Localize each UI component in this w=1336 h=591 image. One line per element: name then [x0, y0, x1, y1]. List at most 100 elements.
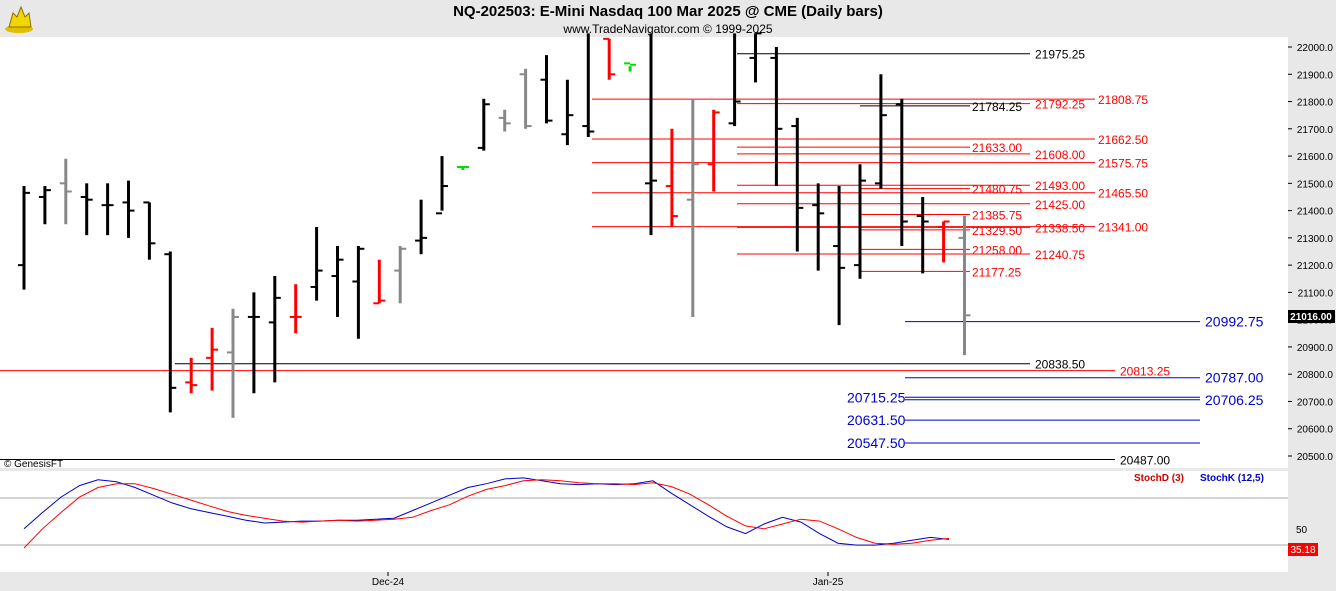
price-tick-label: 21700.0	[1297, 125, 1334, 136]
stochastic-lines	[23, 477, 950, 549]
level-label: 21493.00	[1035, 179, 1085, 193]
stoch-tick-50: 50	[1296, 525, 1308, 536]
ohlc-bar	[206, 327, 219, 391]
level-label: 20706.25	[1205, 392, 1264, 408]
ohlc-bar	[519, 68, 532, 129]
ohlc-bar	[415, 199, 428, 255]
ohlc-bar	[624, 62, 637, 72]
price-tick-label: 20700.0	[1297, 397, 1334, 408]
level-label: 21792.25	[1035, 98, 1085, 112]
ohlc-bar	[937, 220, 950, 263]
price-tick-label: 21900.0	[1297, 70, 1334, 81]
ohlc-bar	[289, 284, 302, 334]
ohlc-bar	[477, 98, 490, 151]
level-label: 20547.50	[847, 435, 906, 451]
last-price-label: 21016.00	[1290, 312, 1332, 323]
level-label: 21338.50	[1035, 221, 1085, 235]
stoch-last-label: 35.18	[1290, 545, 1315, 556]
ohlc-bar	[247, 292, 260, 394]
ohlc-bar	[895, 98, 908, 247]
price-tick-label: 21300.0	[1297, 234, 1334, 245]
price-tick-label: 21600.0	[1297, 152, 1334, 163]
level-label: 21177.25	[972, 265, 1021, 279]
ohlc-bar	[854, 164, 866, 279]
ohlc-bars	[18, 32, 971, 418]
level-label: 21240.75	[1035, 248, 1085, 262]
ohlc-bar	[728, 33, 741, 127]
ohlc-bar	[561, 79, 574, 146]
level-label: 21258.00	[972, 243, 1022, 257]
ohlc-bar	[456, 165, 469, 170]
ohlc-bar	[164, 251, 177, 413]
level-label: 21329.50	[972, 224, 1022, 238]
ohlc-bar	[373, 259, 386, 305]
last-price-box	[1288, 310, 1335, 323]
x-label-dec: Dec-24	[372, 577, 405, 588]
ohlc-bar	[227, 308, 239, 418]
ohlc-bar	[874, 74, 887, 189]
price-panel	[0, 37, 1288, 468]
level-label: 20838.50	[1035, 358, 1085, 372]
ohlc-bar	[603, 37, 616, 80]
title-bar: NQ-202503: E-Mini Nasdaq 100 Mar 2025 @ …	[0, 0, 1336, 37]
level-label: 20631.50	[847, 412, 906, 428]
level-label: 21808.75	[1098, 93, 1148, 107]
ohlc-bar	[122, 180, 135, 238]
level-label: 21662.50	[1098, 133, 1148, 147]
ohlc-bar	[791, 117, 804, 252]
price-tick-label: 20900.0	[1297, 343, 1334, 354]
ohlc-bar	[916, 196, 929, 274]
level-label: 21608.00	[1035, 148, 1085, 162]
ohlc-bar	[749, 32, 762, 83]
ohlc-bar	[352, 246, 365, 339]
ohlc-bar	[436, 156, 448, 215]
stoch-axis	[1288, 471, 1336, 572]
price-axis	[1288, 37, 1336, 468]
ohlc-bar	[18, 186, 30, 290]
price-tick-label: 21800.0	[1297, 98, 1334, 109]
level-label: 21341.00	[1098, 221, 1148, 235]
ohlc-bar	[645, 33, 657, 236]
support-resistance-levels: 21975.25 21808.75 21792.25 21784.25 21662.50…	[0, 48, 1264, 468]
ohlc-bar	[812, 183, 825, 271]
price-tick-label: 20800.0	[1297, 370, 1334, 381]
price-tick-label: 21200.0	[1297, 261, 1334, 272]
price-tick-label: 20500.0	[1297, 452, 1334, 463]
ohlc-bar	[310, 226, 323, 301]
level-label: 20787.00	[1205, 370, 1264, 386]
chart-title: NQ-202503: E-Mini Nasdaq 100 Mar 2025 @ …	[453, 3, 883, 20]
level-label: 21575.75	[1098, 157, 1148, 171]
ohlc-bar	[185, 357, 198, 394]
price-tick-label: 21100.0	[1298, 288, 1334, 299]
ohlc-bar	[665, 128, 678, 227]
x-axis	[0, 572, 1336, 591]
bull-logo-icon	[5, 5, 33, 33]
ohlc-bar	[80, 183, 93, 236]
level-label: 20813.25	[1120, 365, 1170, 379]
ohlc-bar	[833, 186, 846, 326]
price-tick-label: 21500.0	[1297, 179, 1334, 190]
ohlc-bar	[707, 109, 720, 192]
stoch-last-box	[1288, 543, 1318, 556]
level-label: 21465.50	[1098, 187, 1148, 201]
legend-stochd: StochD (3)	[1134, 473, 1184, 484]
level-label: 20715.25	[847, 389, 906, 405]
level-label: 20992.75	[1205, 314, 1264, 330]
level-label: 20487.00	[1120, 454, 1170, 468]
copyright-label: © GenesisFT	[4, 459, 63, 470]
stoch-panel	[0, 471, 1288, 572]
price-tick-label: 20600.0	[1297, 425, 1334, 436]
legend-stochk: StochK (12,5)	[1200, 473, 1264, 484]
stoch-series-line	[23, 479, 950, 549]
level-label: 21425.00	[1035, 198, 1085, 212]
ohlc-bar	[331, 246, 344, 317]
ohlc-bar	[540, 55, 553, 124]
chart-subtitle: www.TradeNavigator.com © 1999-2025	[563, 22, 773, 36]
level-label: 21784.25	[972, 100, 1022, 114]
ohlc-bar	[268, 276, 281, 383]
level-label: 21975.25	[1035, 48, 1085, 62]
level-label: 21633.00	[972, 141, 1022, 155]
price-tick-label: 22000.0	[1297, 43, 1334, 54]
ohlc-bar	[38, 186, 51, 225]
